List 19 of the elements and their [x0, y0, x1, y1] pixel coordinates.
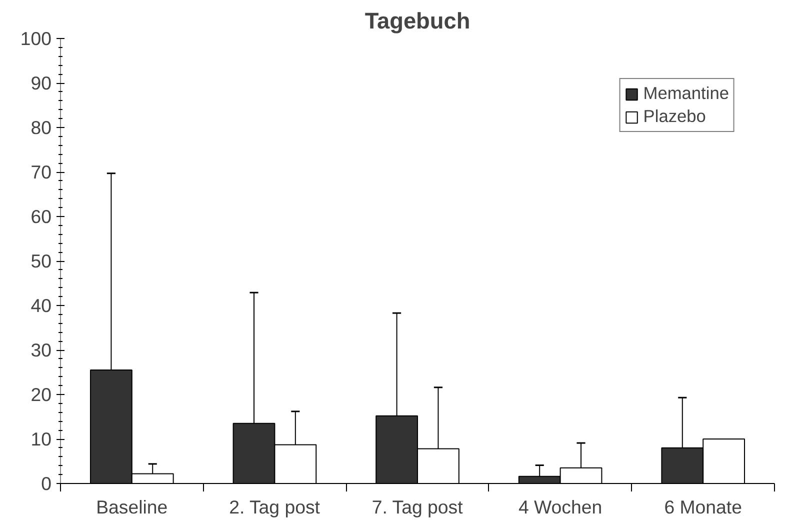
- y-tick-label: 100: [20, 28, 52, 49]
- y-tick-label: 50: [30, 250, 52, 272]
- chart-title: Tagebuch: [364, 8, 470, 34]
- y-tick-label: 20: [30, 384, 52, 405]
- x-tick-label: 2. Tag post: [229, 496, 321, 518]
- x-tick-label: 4 Wochen: [518, 496, 602, 518]
- legend-label: Plazebo: [643, 106, 706, 127]
- y-tick-label: 30: [30, 340, 52, 360]
- legend-label: Memantine: [643, 83, 729, 104]
- y-tick-label: 80: [30, 117, 52, 138]
- y-tick-label: 0: [41, 473, 52, 494]
- y-tick-label: 70: [30, 162, 52, 182]
- y-tick-label: 60: [30, 206, 52, 227]
- x-tick-label: Baseline: [96, 496, 168, 518]
- y-tick-label: 10: [30, 428, 52, 450]
- x-tick-label: 7. Tag post: [372, 496, 464, 518]
- y-tick-label: 40: [30, 295, 52, 316]
- y-tick-label: 90: [30, 72, 52, 94]
- x-tick-label: 6 Monate: [664, 496, 742, 518]
